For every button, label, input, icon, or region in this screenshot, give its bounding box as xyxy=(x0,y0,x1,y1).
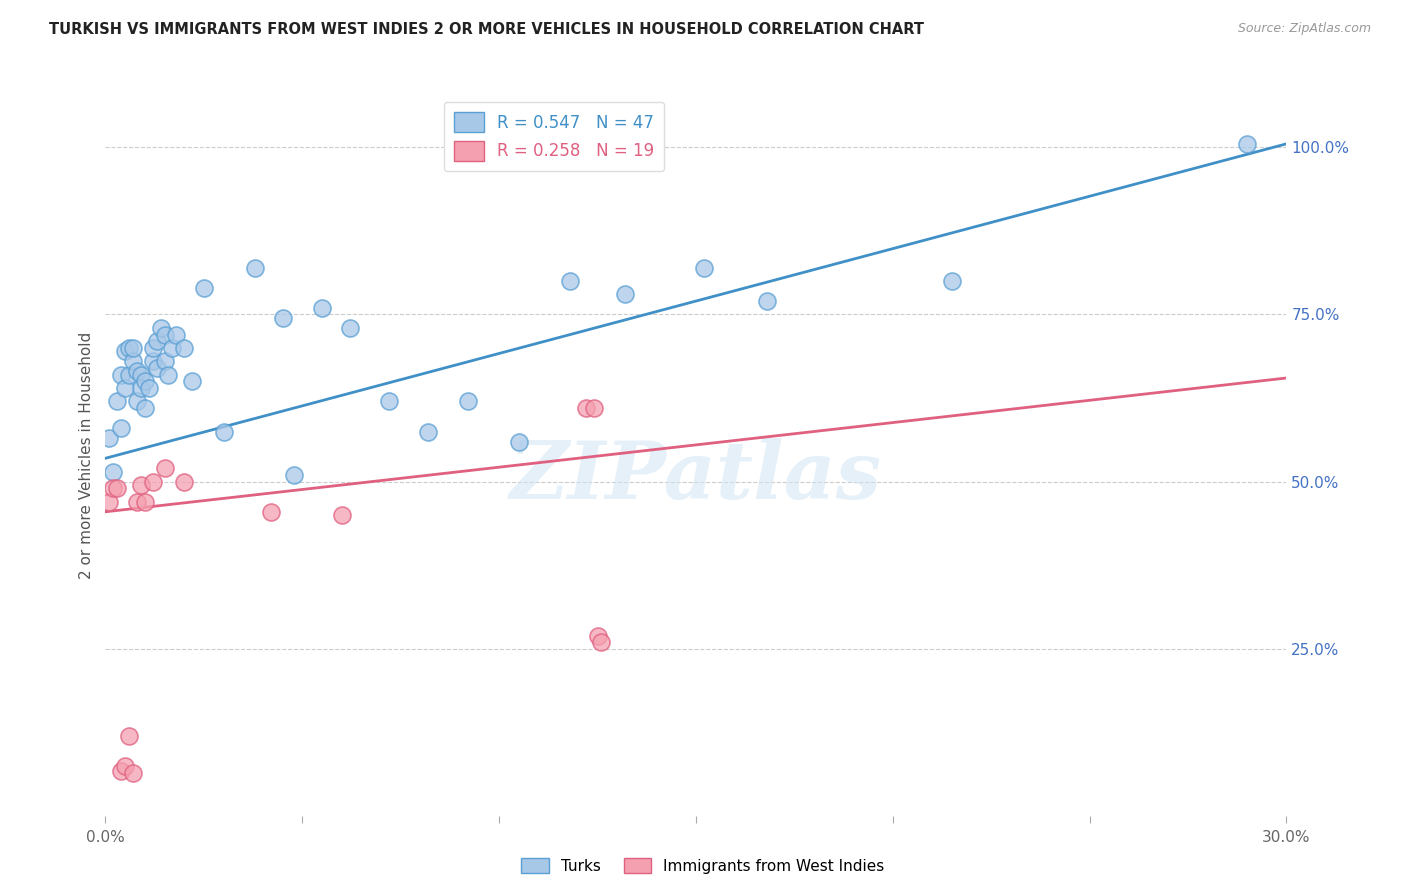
Point xyxy=(614,287,637,301)
Point xyxy=(122,765,145,780)
Point xyxy=(586,628,609,642)
Point xyxy=(118,341,141,355)
Legend: R = 0.547   N = 47, R = 0.258   N = 19: R = 0.547 N = 47, R = 0.258 N = 19 xyxy=(444,102,665,171)
Point xyxy=(129,478,152,492)
Point xyxy=(142,341,165,355)
Text: ZIPatlas: ZIPatlas xyxy=(510,438,882,516)
Point xyxy=(157,368,180,382)
Point xyxy=(558,274,581,288)
Point xyxy=(98,431,121,445)
Point xyxy=(142,354,165,368)
Point xyxy=(457,394,479,409)
Point xyxy=(134,375,156,389)
Point xyxy=(941,274,963,288)
Point xyxy=(181,375,204,389)
Point xyxy=(110,368,132,382)
Point xyxy=(145,361,167,376)
Point xyxy=(243,260,266,275)
Point xyxy=(145,334,167,349)
Point xyxy=(271,310,294,325)
Point xyxy=(134,401,156,416)
Point xyxy=(105,394,128,409)
Point xyxy=(575,401,598,416)
Text: TURKISH VS IMMIGRANTS FROM WEST INDIES 2 OR MORE VEHICLES IN HOUSEHOLD CORRELATI: TURKISH VS IMMIGRANTS FROM WEST INDIES 2… xyxy=(49,22,924,37)
Text: Source: ZipAtlas.com: Source: ZipAtlas.com xyxy=(1237,22,1371,36)
Point xyxy=(129,368,152,382)
Point xyxy=(142,475,165,489)
Point xyxy=(103,465,125,479)
Point xyxy=(110,764,132,778)
Point xyxy=(311,301,333,315)
Point xyxy=(114,344,136,359)
Point xyxy=(118,729,141,743)
Point xyxy=(129,381,152,395)
Point xyxy=(330,508,353,523)
Point xyxy=(114,381,136,395)
Point xyxy=(193,281,215,295)
Point xyxy=(125,394,148,409)
Legend: Turks, Immigrants from West Indies: Turks, Immigrants from West Indies xyxy=(515,852,891,880)
Point xyxy=(114,759,136,773)
Point xyxy=(125,364,148,378)
Point xyxy=(125,494,148,508)
Point xyxy=(110,421,132,435)
Point xyxy=(98,494,121,508)
Point xyxy=(103,482,125,496)
Point xyxy=(122,354,145,368)
Point xyxy=(212,425,235,439)
Point xyxy=(508,434,530,449)
Point xyxy=(260,505,283,519)
Point xyxy=(1236,136,1258,151)
Point xyxy=(378,394,401,409)
Point xyxy=(134,494,156,508)
Y-axis label: 2 or more Vehicles in Household: 2 or more Vehicles in Household xyxy=(79,331,94,579)
Point xyxy=(582,401,605,416)
Point xyxy=(283,467,305,482)
Point xyxy=(149,321,172,335)
Point xyxy=(173,341,195,355)
Point xyxy=(153,327,176,342)
Point xyxy=(118,368,141,382)
Point xyxy=(153,354,176,368)
Point xyxy=(162,341,184,355)
Point xyxy=(105,482,128,496)
Point xyxy=(138,381,160,395)
Point xyxy=(153,461,176,475)
Point xyxy=(165,327,187,342)
Point xyxy=(339,321,361,335)
Point xyxy=(591,635,613,649)
Point xyxy=(173,475,195,489)
Point xyxy=(418,425,440,439)
Point xyxy=(122,341,145,355)
Point xyxy=(755,294,778,309)
Point xyxy=(693,260,716,275)
